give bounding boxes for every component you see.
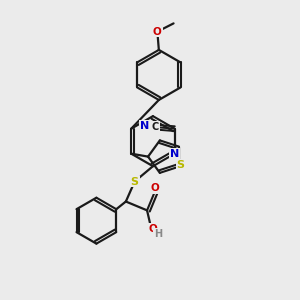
Text: O: O: [148, 224, 157, 234]
Text: H: H: [154, 229, 162, 238]
Text: N: N: [170, 149, 179, 159]
Text: C: C: [152, 122, 159, 132]
Text: S: S: [176, 160, 184, 170]
Text: S: S: [131, 176, 139, 187]
Text: O: O: [153, 27, 162, 37]
Text: N: N: [140, 121, 149, 131]
Text: O: O: [150, 183, 159, 193]
